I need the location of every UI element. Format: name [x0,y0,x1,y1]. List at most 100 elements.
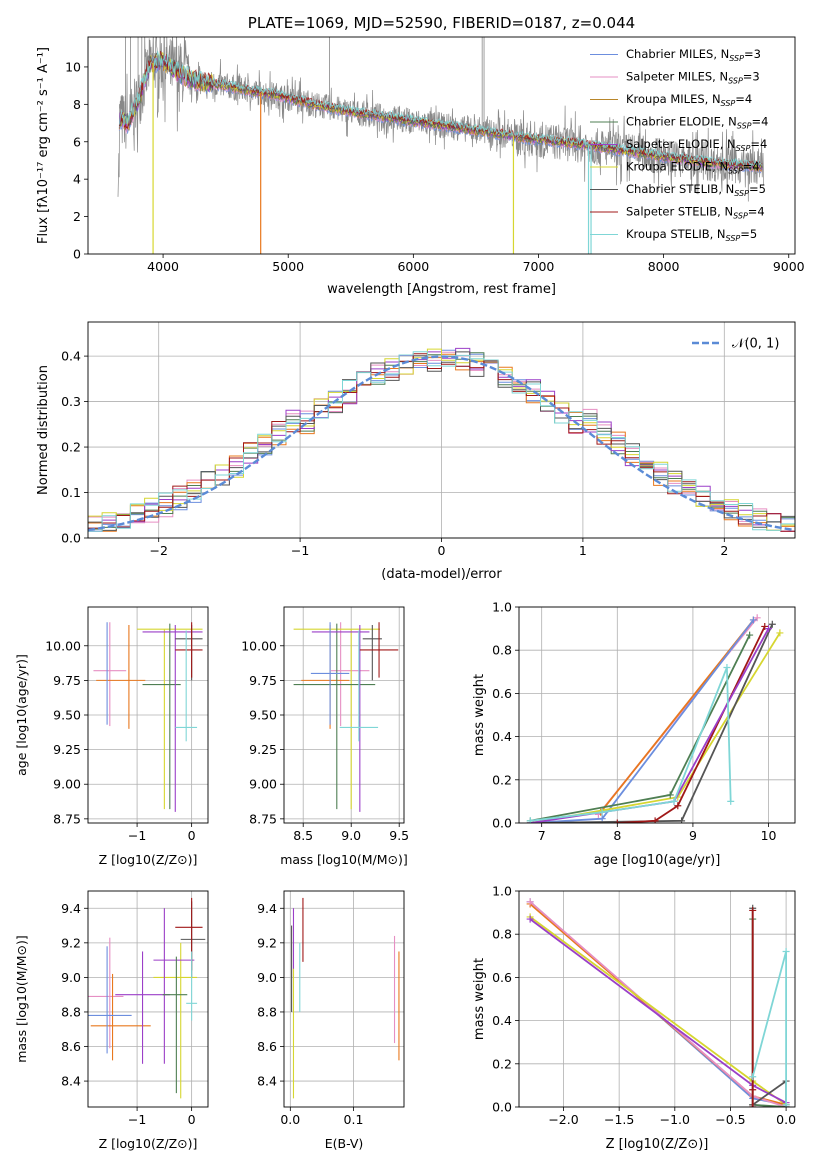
residual-histogram [88,351,795,532]
series-marker [723,663,731,671]
weight_vs_age-xlabel: age [log10(age/yr)] [594,853,721,868]
x-tick-label: 8000 [648,259,680,274]
legend-label: Kroupa MILES, NSSP=4 [626,92,752,108]
series-marker [666,791,674,799]
axes-residuals: −2 −1 0 1 2 0.0 0.1 0.2 0.3 0.4 𝒩(0, 1) (data-model… [36,321,796,582]
series-marker [753,614,761,622]
x-tick-label: 0 [438,543,446,558]
axes-frame [283,890,405,1108]
mass_vs_z-plot [88,897,206,1099]
x-tick-label: 2 [720,543,728,558]
spectrum-title: PLATE=1069, MJD=52590, FIBERID=0187, z=0… [248,14,635,32]
y-tick-label: 9.75 [53,673,81,688]
series-line [617,626,766,823]
x-tick-label: 9000 [773,259,805,274]
axes-frame [518,606,796,824]
x-tick-label: −0.5 [715,1112,745,1127]
series-marker [749,1073,757,1081]
y-tick-label: 9.2 [257,935,277,950]
x-tick-label: 0.0 [776,1112,796,1127]
age_vs_z-xlabel: Z [log10(Z/Z⊙)] [99,852,198,867]
x-tick-label: 6000 [397,259,429,274]
series-marker [526,898,534,906]
y-tick-label: 0.2 [492,1056,512,1071]
y-tick-label: 0 [73,247,81,262]
x-tick-label: 8.5 [293,828,313,843]
y-tick-label: 8.8 [257,1004,277,1019]
weight_vs_z-ylabel: mass weight [472,958,487,1040]
y-tick-label: 9.75 [249,673,277,688]
legend-label: Salpeter MILES, NSSP=3 [626,70,760,86]
y-tick-label: 0.0 [61,531,81,546]
y-tick-label: 8.4 [61,1074,81,1089]
y-tick-label: 9.0 [61,970,81,985]
y-tick-label: 0.4 [492,1013,512,1028]
series-marker [782,1101,790,1107]
x-tick-label: 7000 [523,259,555,274]
model-spectrum [118,55,763,173]
series-marker [782,947,790,955]
x-tick-label: 9.5 [389,828,409,843]
x-tick-label: −1 [128,1112,146,1127]
series-line [529,901,787,1106]
series-marker [761,622,769,630]
y-tick-label: 8.6 [257,1039,277,1054]
x-tick-label: 0 [188,828,196,843]
y-tick-label: 0.3 [61,394,81,409]
y-tick-label: 0.2 [492,772,512,787]
series-marker [670,797,678,805]
y-tick-label: 10.00 [241,638,277,653]
legend-label: 𝒩(0, 1) [732,337,779,352]
y-tick-label: 0.2 [61,440,81,455]
mass_vs_ebv-xlabel: E(B-V) [325,1136,364,1151]
x-tick-label: 1 [579,543,587,558]
y-tick-label: 6 [73,134,81,149]
series-marker [749,1103,757,1107]
y-tick-label: 8.8 [61,1004,81,1019]
legend-label: Chabrier ELODIE, NSSP=4 [626,115,768,131]
residual-plot [88,347,795,532]
x-tick-label: −2 [149,543,167,558]
x-tick-label: 4000 [147,259,179,274]
y-tick-label: 0.6 [492,970,512,985]
mass_vs_z-xlabel: Z [log10(Z/Z⊙)] [99,1136,198,1151]
axes-age_vs_z: −1 0 8.75 9.00 9.25 9.50 9.75 10.00 Z [log10(Z/Z… [14,606,209,867]
axes-frame [283,606,405,824]
series-line [751,951,787,1105]
x-tick-label: 7 [538,828,546,843]
series-marker [678,817,686,823]
weight_vs_z-plot [526,898,790,1107]
x-tick-label: 9.0 [341,828,361,843]
y-tick-label: 0.8 [492,927,512,942]
age_vs_mass-xlabel: mass [log10(M/M⊙)] [280,852,408,867]
axes-frame [87,321,796,539]
model-spectrum [118,50,763,167]
age_vs_z-ylabel: age [log10(age/yr)] [14,654,29,776]
y-tick-label: 2 [73,209,81,224]
legend-label: Salpeter ELODIE, NSSP=4 [626,137,767,153]
series-marker [768,620,776,628]
series-marker [746,631,754,639]
legend-label: Kroupa STELIB, NSSP=5 [626,227,757,243]
series-line [751,908,787,1107]
x-tick-label: −1 [291,543,309,558]
y-tick-label: 0.0 [492,816,512,831]
spectrum-xlabel: wavelength [Angstrom, rest frame] [327,282,556,297]
y-tick-label: 9.0 [257,970,277,985]
axes-weight_vs_z: −2.0 −1.5 −1.0 −0.5 0.0 0.0 0.2 0.4 0.6 0.8 1.0 Z [… [472,884,796,1153]
series-line [530,634,751,822]
weight_vs_age-plot [526,614,784,823]
series-marker [765,625,773,633]
y-tick-label: 9.00 [249,777,277,792]
y-tick-label: 10 [65,59,81,74]
model-spectrum [118,52,763,169]
model-spectrum [118,50,763,168]
weight_vs_age-ylabel: mass weight [472,674,487,756]
x-tick-label: 0 [188,1112,196,1127]
y-tick-label: 10.00 [45,638,81,653]
y-tick-label: 0.8 [492,643,512,658]
x-tick-label: 5000 [272,259,304,274]
y-tick-label: 0.4 [61,349,81,364]
series-marker [674,802,682,810]
